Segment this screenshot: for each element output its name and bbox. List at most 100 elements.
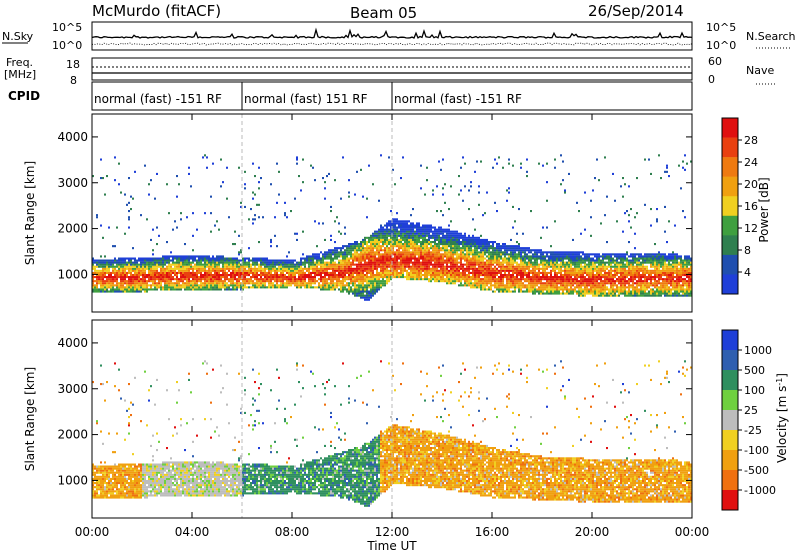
power-cell [458,253,460,256]
power-cell [342,286,344,289]
power-cell [464,280,466,283]
power-cell [138,280,140,283]
power-cell [508,261,510,264]
power-cell [528,271,530,274]
power-cell [144,278,146,281]
power-cell [476,238,478,241]
power-cell [190,265,192,268]
power-cell [224,286,226,289]
power-cell [344,267,346,270]
power-cell [490,257,492,260]
power-cell [192,280,194,283]
power-cell [256,271,258,274]
power-cell [468,267,470,270]
power-cell [332,280,334,283]
power-cell [172,261,174,264]
power-cell [450,269,452,272]
power-cell [202,282,204,285]
power-cell [384,274,386,277]
power-cell [492,269,494,272]
power-cell [404,263,406,266]
power-cell [394,230,396,233]
power-cell [472,257,474,260]
power-cell [472,255,474,258]
power-cell [98,278,100,281]
power-cell [226,286,228,289]
power-cell [440,267,442,270]
power-cell [448,261,450,264]
power-cell [512,259,514,262]
power-cell [558,288,560,291]
power-cell [362,249,364,252]
power-cell [352,249,354,252]
power-cell [310,257,312,260]
power-cell [564,286,566,289]
power-cell [394,228,396,231]
power-cell [448,208,450,211]
power-cell [544,251,546,254]
power-cell [424,193,426,196]
power-cell [296,280,298,283]
power-cell [98,271,100,274]
power-cell [468,238,470,241]
power-cell [262,259,264,262]
power-cell [440,243,442,246]
power-cell [144,164,146,167]
power-cell [394,243,396,246]
power-cell [548,284,550,287]
power-cell [404,247,406,250]
power-cell [510,259,512,262]
power-cell [124,276,126,279]
power-cell [462,247,464,250]
power-cell [212,274,214,277]
power-cell [534,261,536,264]
power-cell [178,261,180,264]
power-cell [118,162,120,165]
power-cell [350,271,352,274]
power-cell [530,288,532,291]
power-cell [294,274,296,277]
freq-bottom-tick: 8 [70,74,77,87]
power-cell [400,263,402,266]
power-cell [522,278,524,281]
power-cell [542,269,544,272]
power-cell [282,284,284,287]
power-cell [148,263,150,266]
nsky-top-tick: 10^5 [52,21,82,34]
power-cell [506,189,508,192]
power-cell [134,278,136,281]
power-cell [454,267,456,270]
power-cell [516,267,518,270]
power-cell [394,234,396,237]
power-cell [480,288,482,291]
power-cell [370,257,372,260]
power-cell [410,265,412,268]
power-cell [242,282,244,285]
nsearch-trace [92,42,693,46]
power-cell [184,282,186,285]
power-cell [380,154,382,157]
power-cell [172,276,174,279]
power-cell [408,228,410,231]
power-cell [546,255,548,258]
power-cell [420,263,422,266]
power-cell [432,241,434,244]
power-cell [188,282,190,285]
power-cell [388,261,390,264]
power-cell [170,271,172,274]
power-cell [470,278,472,281]
power-cell [174,263,176,266]
power-cell [362,241,364,244]
power-cell [240,201,242,204]
power-cell [480,247,482,250]
power-cell [336,253,338,256]
power-cell [294,276,296,279]
power-cell [326,257,328,260]
power-cell [570,257,572,260]
power-cell [290,276,292,279]
power-cell [412,245,414,248]
power-cell [500,247,502,250]
power-cell [282,286,284,289]
power-cell [490,278,492,281]
power-cell [276,267,278,270]
